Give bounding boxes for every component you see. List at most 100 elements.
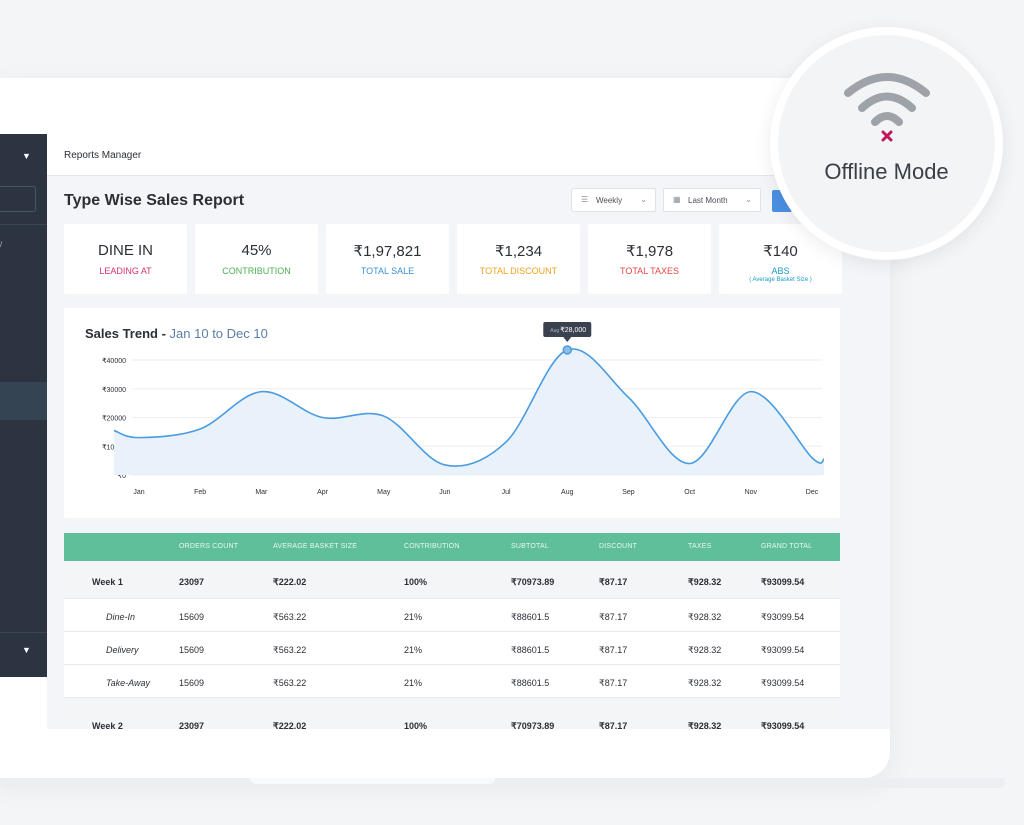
- highlight-point: [562, 345, 573, 355]
- date-range-label: Last Month: [688, 196, 728, 205]
- data-point: [321, 416, 324, 419]
- tooltip-month: Aug: [550, 328, 559, 334]
- table-cell: Week 2: [92, 721, 123, 729]
- sidebar-footer-caret-icon[interactable]: ▼: [22, 645, 31, 655]
- table-cell: ₹928.32: [688, 612, 722, 622]
- stat-value: ₹1,234: [494, 243, 543, 260]
- table-body: Week 1 23097 ₹222.02 100% ₹70973.89 ₹87.17 ₹92…: [64, 561, 840, 729]
- period-filter-dropdown[interactable]: ☰ Weekly ⌄: [571, 188, 656, 212]
- series-area: [114, 348, 824, 475]
- data-point: [260, 390, 263, 393]
- x-tick-label: Jan: [133, 489, 144, 496]
- table-cell: ₹928.32: [688, 577, 722, 587]
- table-cell: 23097: [179, 577, 205, 587]
- table-row[interactable]: Take-Away 15609 ₹563.22 21% ₹88601.5 ₹87.17 ₹9…: [64, 665, 840, 698]
- x-tick-label: Dec: [806, 489, 819, 496]
- stat-label: TOTAL TAXES: [619, 266, 680, 276]
- table-cell: ₹70973.89: [511, 577, 555, 587]
- top-bar: Reports Manager: [47, 134, 890, 176]
- sales-table: ORDERS COUNT AVERAGE BASKET SIZE CONTRIBUT…: [64, 533, 840, 729]
- table-cell: ₹88601.5: [511, 645, 550, 655]
- y-tick-label: ₹0: [118, 472, 126, 480]
- table-cell: 21%: [404, 645, 423, 655]
- column-header[interactable]: TAXES: [688, 543, 712, 550]
- x-tick-label: May: [377, 489, 391, 496]
- x-tick-label: Jul: [502, 489, 511, 496]
- table-row[interactable]: Delivery 15609 ₹563.22 21% ₹88601.5 ₹87.17 ₹92…: [64, 632, 840, 665]
- table-cell: 100%: [404, 577, 428, 587]
- date-range-dropdown[interactable]: ▦ Last Month ⌄: [663, 188, 761, 212]
- sidebar-item-icon: /: [0, 240, 3, 249]
- tooltip-box: [543, 321, 592, 337]
- stat-card-leading: DINE IN LEADING AT: [64, 224, 187, 294]
- table-cell: 15609: [179, 678, 205, 688]
- table-row-week[interactable]: Week 1 23097 ₹222.02 100% ₹70973.89 ₹87.17 ₹92…: [64, 561, 840, 599]
- table-row-week[interactable]: Week 2 23097 ₹222.02 100% ₹70973.89 ₹87.17 ₹92…: [64, 705, 840, 729]
- x-tick-label: Jun: [439, 489, 450, 496]
- table-cell: ₹928.32: [688, 645, 722, 655]
- table-cell: ₹222.02: [273, 577, 307, 587]
- stat-card-total-sale: ₹1,97,821 TOTAL SALE: [326, 224, 449, 294]
- table-cell: 23097: [179, 721, 205, 729]
- stat-label: LEADING AT: [99, 266, 152, 276]
- column-header[interactable]: GRAND TOTAL: [761, 543, 813, 550]
- data-point: [505, 440, 508, 443]
- sidebar: ▼ / ▼: [0, 134, 47, 677]
- sidebar-item-active[interactable]: [0, 382, 47, 420]
- series-line: [113, 348, 825, 467]
- stat-card-total-taxes: ₹1,978 TOTAL TAXES: [588, 224, 711, 294]
- x-tick-label: Oct: [684, 489, 695, 496]
- column-header[interactable]: CONTRIBUTION: [404, 543, 460, 550]
- x-tick-label: Aug: [561, 489, 574, 496]
- data-point: [443, 463, 446, 466]
- table-cell: ₹87.17: [599, 645, 628, 655]
- page-title: Type Wise Sales Report: [64, 192, 245, 209]
- y-tick-label: ₹20000: [102, 415, 126, 423]
- tooltip-pointer: [563, 336, 572, 342]
- column-header[interactable]: DISCOUNT: [599, 543, 638, 550]
- chevron-down-icon: ⌄: [745, 195, 752, 204]
- table-cell: Week 1: [92, 577, 123, 587]
- table-cell: 21%: [404, 612, 423, 622]
- table-cell: ₹70973.89: [511, 721, 555, 729]
- sidebar-divider: [0, 224, 47, 225]
- data-point: [749, 390, 752, 393]
- sidebar-dropdown-caret-icon[interactable]: ▼: [22, 151, 31, 161]
- table-header: ORDERS COUNT AVERAGE BASKET SIZE CONTRIBUT…: [64, 533, 840, 561]
- x-tick-label: Nov: [745, 489, 758, 496]
- table-cell: ₹93099.54: [761, 678, 805, 688]
- data-point: [811, 456, 814, 459]
- stat-value: ₹1,978: [625, 243, 674, 260]
- sidebar-divider-bottom: [0, 632, 47, 633]
- sidebar-search-input[interactable]: [0, 186, 36, 212]
- main-content: Reports Manager Type Wise Sales Report ☰…: [47, 134, 890, 729]
- calendar-icon: ▦: [673, 195, 681, 204]
- table-cell: ₹87.17: [599, 678, 628, 688]
- table-cell: ₹87.17: [599, 721, 628, 729]
- offline-mode-badge: Offline Mode: [770, 27, 1003, 260]
- wifi-off-icon: [844, 73, 930, 142]
- x-tick-label: Sep: [622, 489, 635, 496]
- chevron-down-icon: ⌄: [640, 195, 647, 204]
- data-point: [382, 415, 385, 418]
- table-cell: Delivery: [106, 645, 139, 655]
- column-header[interactable]: AVERAGE BASKET SIZE: [273, 543, 358, 550]
- table-cell: ₹222.02: [273, 721, 307, 729]
- stat-value: ₹1,97,821: [353, 243, 422, 260]
- laptop-notch: [250, 778, 495, 784]
- y-tick-label: ₹40000: [102, 357, 126, 365]
- breadcrumb: Reports Manager: [64, 150, 142, 161]
- stat-label: ABS: [771, 266, 790, 276]
- table-cell: ₹88601.5: [511, 612, 550, 622]
- table-cell: ₹928.32: [688, 721, 722, 729]
- stat-value: 45%: [241, 242, 272, 259]
- column-header[interactable]: ORDERS COUNT: [179, 543, 239, 550]
- filter-lines-icon: ☰: [581, 195, 589, 204]
- table-row[interactable]: Dine-In 15609 ₹563.22 21% ₹88601.5 ₹87.17 ₹928…: [64, 599, 840, 632]
- table-cell: ₹563.22: [273, 678, 307, 688]
- chart-title: Sales Trend - Jan 10 to Dec 10: [85, 326, 268, 341]
- stat-card-contribution: 45% CONTRIBUTION: [195, 224, 318, 294]
- sales-trend-card: Sales Trend - Jan 10 to Dec 10 ₹0₹10000₹…: [64, 308, 840, 518]
- column-header[interactable]: SUBTOTAL: [511, 543, 549, 550]
- data-point: [199, 428, 202, 431]
